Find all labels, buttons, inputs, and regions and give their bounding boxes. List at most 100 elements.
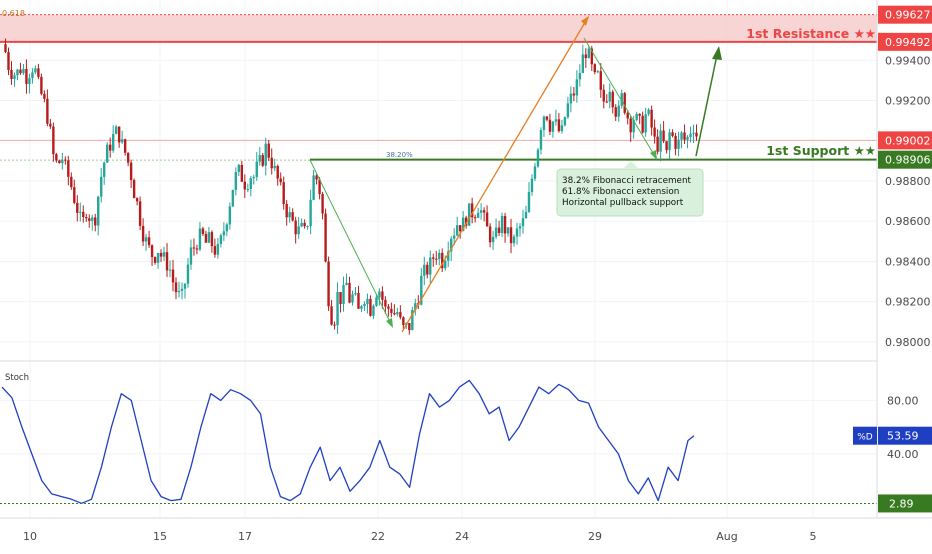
candle-body: [644, 114, 647, 133]
candle-body: [444, 260, 447, 269]
candle-body: [55, 154, 58, 161]
candle-body: [76, 202, 79, 213]
candle-body: [126, 152, 130, 163]
retracement-leg-down: [309, 159, 393, 327]
candle-body: [88, 218, 91, 221]
candle-body: [156, 253, 160, 263]
candle-body: [16, 69, 19, 76]
candle-body: [506, 227, 510, 234]
candle-body: [85, 217, 88, 219]
candle-body: [165, 252, 169, 271]
price-badge-res_top: [878, 5, 932, 24]
candle-body: [461, 217, 465, 232]
candle-body: [345, 282, 348, 286]
candle-body: [43, 93, 46, 99]
candle-body: [491, 236, 495, 243]
pullback-leg-arrowhead: [650, 150, 657, 160]
note-line-0: 38.2% Fibonacci retracement: [562, 176, 692, 186]
candle-body: [237, 164, 241, 173]
candle-body: [249, 178, 252, 190]
candle-body: [650, 109, 653, 128]
candle-body: [423, 264, 426, 276]
candle-body: [453, 235, 456, 239]
candle-body: [455, 225, 459, 236]
candle-body: [73, 187, 76, 203]
candle-body: [258, 155, 261, 162]
candle-body: [692, 132, 695, 134]
stoch-value-badge: [878, 426, 932, 445]
candle-body: [560, 125, 564, 132]
note-line-2: Horizontal pullback support: [562, 198, 684, 208]
candle-body: [273, 165, 276, 169]
candle-body: [135, 198, 139, 202]
price-tick-4: 0.98400: [885, 255, 931, 268]
note-line-1: 61.8% Fibonacci extension: [562, 187, 679, 197]
candle-body: [108, 144, 112, 151]
candle-body: [153, 257, 157, 263]
candle-body: [375, 297, 378, 306]
candle-body: [213, 246, 217, 255]
support-label: 1st Support ★★: [766, 143, 876, 158]
candle-body: [366, 298, 369, 304]
candle-body: [402, 317, 405, 326]
time-tick-2: 17: [238, 530, 252, 543]
grid-layer: [0, 0, 877, 518]
candle-body: [647, 109, 650, 115]
candle-body: [324, 213, 327, 262]
candle-body: [168, 269, 172, 271]
candle-body: [22, 68, 25, 74]
candle-body: [638, 113, 641, 116]
candle-body: [665, 141, 668, 151]
candle-body: [584, 54, 588, 59]
candle-body: [578, 73, 582, 80]
projection-arrowhead: [712, 46, 722, 60]
candle-body: [132, 180, 136, 199]
candle-body: [533, 166, 537, 179]
stoch-tick-0: 80.00: [887, 394, 919, 407]
candle-body: [31, 72, 34, 79]
candle-body: [147, 237, 151, 246]
candle-body: [189, 247, 193, 265]
candle-body: [117, 126, 121, 143]
note-box-pointer: [623, 161, 639, 169]
candle-body: [255, 161, 258, 178]
candle-body: [500, 216, 504, 233]
candle-body: [25, 68, 28, 84]
price-badge-text-resistance: 0.99492: [885, 36, 931, 49]
candle-body: [159, 253, 163, 257]
candle-body: [144, 237, 148, 242]
candle-body: [635, 113, 638, 120]
candle-body: [106, 144, 109, 163]
price-tick-5: 0.98200: [885, 296, 931, 309]
candle-body: [632, 119, 635, 133]
candle-body: [336, 292, 339, 326]
candle-body: [599, 71, 602, 90]
candle-body: [315, 175, 318, 180]
candle-body: [111, 133, 115, 151]
candle-body: [123, 139, 127, 153]
candle-body: [611, 91, 614, 108]
candle-body: [67, 160, 70, 177]
candle-body: [369, 298, 372, 316]
candle-body: [261, 155, 264, 166]
candle-body: [668, 132, 671, 151]
candle-body: [488, 226, 492, 243]
candle-body: [473, 217, 477, 219]
candle-body: [399, 312, 402, 318]
zone-layer: [0, 14, 877, 161]
candle-body: [614, 107, 617, 117]
candle-body: [282, 182, 285, 205]
candle-body: [542, 116, 546, 131]
candle-body: [303, 222, 306, 227]
candle-body: [566, 103, 570, 118]
stoch-tick-1: 40.00: [887, 448, 919, 461]
candle-body: [608, 91, 611, 102]
candle-body: [593, 64, 596, 73]
candle-body: [219, 235, 223, 244]
axis-corner[interactable]: [878, 519, 931, 549]
candle-body: [294, 220, 297, 235]
candle-body: [195, 248, 199, 250]
